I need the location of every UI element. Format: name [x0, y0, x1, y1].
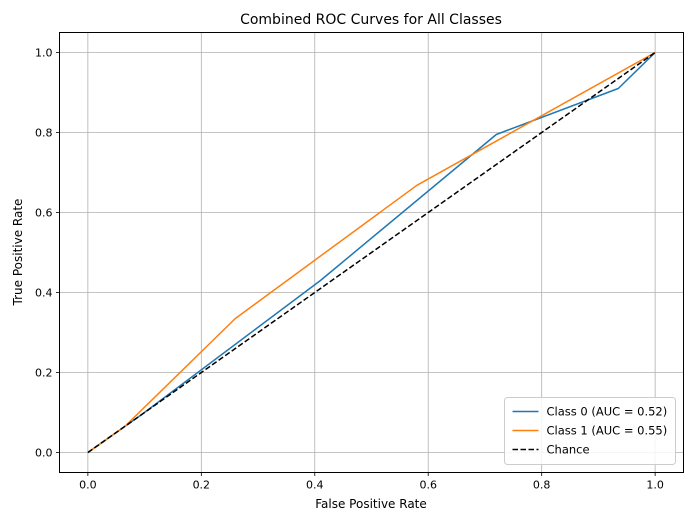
- chart-title: Combined ROC Curves for All Classes: [240, 12, 502, 28]
- series-line-2: [87, 51, 656, 454]
- y-tick-label: 1.0: [35, 47, 53, 60]
- y-tick-label: 0.6: [35, 207, 53, 220]
- x-tick-label: 0.6: [419, 479, 437, 492]
- plot-frame: [59, 32, 684, 473]
- legend-entry-label: Chance: [547, 443, 590, 457]
- x-tick-label: 0.2: [193, 479, 211, 492]
- x-tick-label: 0.4: [306, 479, 324, 492]
- y-tick-label: 0.4: [35, 287, 53, 300]
- series-line-1: [87, 51, 656, 454]
- grid: [59, 32, 684, 473]
- x-tick-label: 0.0: [79, 479, 97, 492]
- y-tick-label: 0.2: [35, 367, 53, 380]
- legend-entry-label: Class 0 (AUC = 0.52): [547, 405, 668, 419]
- y-tick-label: 0.0: [35, 447, 53, 460]
- legend: Class 0 (AUC = 0.52) Class 1 (AUC = 0.55)…: [504, 397, 676, 465]
- x-tick-label: 1.0: [646, 479, 664, 492]
- series-line-0: [87, 51, 656, 454]
- x-tick-label: 0.8: [533, 479, 551, 492]
- series-lines: [87, 51, 656, 454]
- ticks: 0.0 0.2 0.4 0.6 0.8 1.0 0.0 0.2 0.4 0.6 0.8 1.0: [35, 47, 664, 492]
- legend-entry-label: Class 1 (AUC = 0.55): [547, 424, 668, 438]
- legend-frame: [504, 397, 676, 465]
- y-axis-label: True Positive Rate: [11, 199, 25, 307]
- x-axis-label: False Positive Rate: [315, 497, 427, 511]
- y-tick-label: 0.8: [35, 127, 53, 140]
